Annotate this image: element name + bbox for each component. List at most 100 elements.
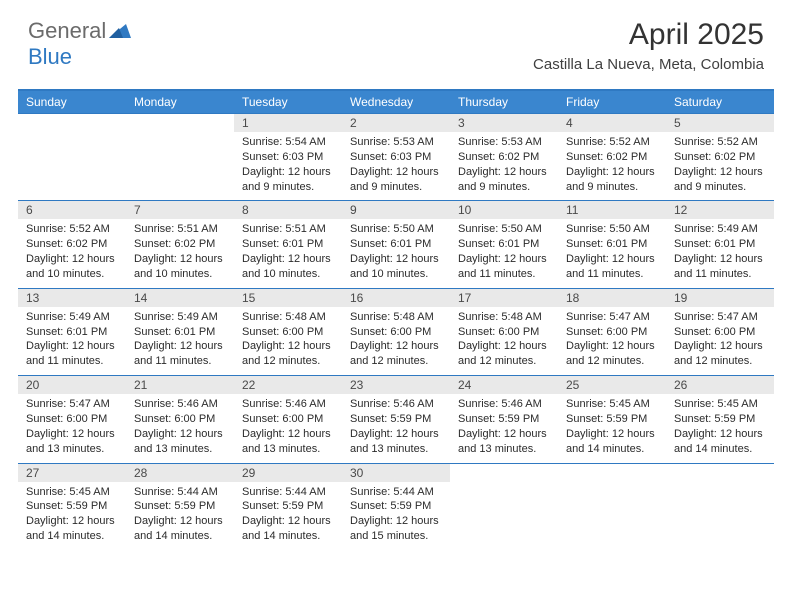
sunset-line: Sunset: 6:01 PM [26, 325, 118, 340]
sunset-line: Sunset: 6:01 PM [458, 237, 550, 252]
day-number: 30 [342, 464, 450, 482]
day-body: Sunrise: 5:47 AMSunset: 6:00 PMDaylight:… [666, 307, 774, 375]
page-title: April 2025 [533, 18, 764, 52]
daylight-line: Daylight: 12 hours and 13 minutes. [26, 427, 118, 457]
sunset-line: Sunset: 5:59 PM [134, 499, 226, 514]
day-body: Sunrise: 5:47 AMSunset: 6:00 PMDaylight:… [558, 307, 666, 375]
dow-cell: Monday [126, 91, 234, 113]
daylight-line: Daylight: 12 hours and 10 minutes. [134, 252, 226, 282]
day-number: 15 [234, 289, 342, 307]
day-cell: 28Sunrise: 5:44 AMSunset: 5:59 PMDayligh… [126, 464, 234, 550]
sunset-line: Sunset: 6:01 PM [350, 237, 442, 252]
logo-blue-wrap: Blue [28, 44, 72, 70]
day-number: 21 [126, 376, 234, 394]
sunrise-line: Sunrise: 5:49 AM [134, 310, 226, 325]
day-number: 22 [234, 376, 342, 394]
sunrise-line: Sunrise: 5:51 AM [242, 222, 334, 237]
sunset-line: Sunset: 6:02 PM [674, 150, 766, 165]
calendar-body: 1Sunrise: 5:54 AMSunset: 6:03 PMDaylight… [18, 113, 774, 550]
sunset-line: Sunset: 6:00 PM [566, 325, 658, 340]
day-number: 20 [18, 376, 126, 394]
daylight-line: Daylight: 12 hours and 12 minutes. [242, 339, 334, 369]
sunrise-line: Sunrise: 5:52 AM [566, 135, 658, 150]
sunrise-line: Sunrise: 5:51 AM [134, 222, 226, 237]
day-number: 11 [558, 201, 666, 219]
day-body: Sunrise: 5:52 AMSunset: 6:02 PMDaylight:… [558, 132, 666, 200]
day-number: 29 [234, 464, 342, 482]
dow-cell: Friday [558, 91, 666, 113]
sunrise-line: Sunrise: 5:44 AM [134, 485, 226, 500]
day-body: Sunrise: 5:47 AMSunset: 6:00 PMDaylight:… [18, 394, 126, 462]
sunrise-line: Sunrise: 5:48 AM [242, 310, 334, 325]
day-body: Sunrise: 5:48 AMSunset: 6:00 PMDaylight:… [342, 307, 450, 375]
daylight-line: Daylight: 12 hours and 11 minutes. [674, 252, 766, 282]
sunrise-line: Sunrise: 5:44 AM [350, 485, 442, 500]
sunset-line: Sunset: 5:59 PM [566, 412, 658, 427]
dow-cell: Thursday [450, 91, 558, 113]
day-body: Sunrise: 5:46 AMSunset: 5:59 PMDaylight:… [342, 394, 450, 462]
day-body: Sunrise: 5:46 AMSunset: 6:00 PMDaylight:… [126, 394, 234, 462]
sunset-line: Sunset: 6:01 PM [242, 237, 334, 252]
day-cell: 17Sunrise: 5:48 AMSunset: 6:00 PMDayligh… [450, 289, 558, 375]
dow-cell: Tuesday [234, 91, 342, 113]
sunset-line: Sunset: 6:00 PM [674, 325, 766, 340]
day-body: Sunrise: 5:46 AMSunset: 6:00 PMDaylight:… [234, 394, 342, 462]
day-body: Sunrise: 5:45 AMSunset: 5:59 PMDaylight:… [18, 482, 126, 550]
sunrise-line: Sunrise: 5:44 AM [242, 485, 334, 500]
daylight-line: Daylight: 12 hours and 11 minutes. [26, 339, 118, 369]
day-cell [18, 114, 126, 200]
daylight-line: Daylight: 12 hours and 10 minutes. [242, 252, 334, 282]
sunset-line: Sunset: 6:01 PM [674, 237, 766, 252]
day-cell: 8Sunrise: 5:51 AMSunset: 6:01 PMDaylight… [234, 201, 342, 287]
location-label: Castilla La Nueva, Meta, Colombia [533, 56, 764, 73]
day-cell: 3Sunrise: 5:53 AMSunset: 6:02 PMDaylight… [450, 114, 558, 200]
day-number: 26 [666, 376, 774, 394]
day-cell: 25Sunrise: 5:45 AMSunset: 5:59 PMDayligh… [558, 376, 666, 462]
sunrise-line: Sunrise: 5:50 AM [566, 222, 658, 237]
day-body: Sunrise: 5:48 AMSunset: 6:00 PMDaylight:… [234, 307, 342, 375]
daylight-line: Daylight: 12 hours and 12 minutes. [350, 339, 442, 369]
logo-text-blue: Blue [28, 44, 72, 69]
day-cell [450, 464, 558, 550]
sunset-line: Sunset: 6:00 PM [134, 412, 226, 427]
week-row: 27Sunrise: 5:45 AMSunset: 5:59 PMDayligh… [18, 463, 774, 550]
day-number: 7 [126, 201, 234, 219]
sunrise-line: Sunrise: 5:45 AM [566, 397, 658, 412]
day-body: Sunrise: 5:50 AMSunset: 6:01 PMDaylight:… [558, 219, 666, 287]
day-body: Sunrise: 5:44 AMSunset: 5:59 PMDaylight:… [234, 482, 342, 550]
day-cell: 18Sunrise: 5:47 AMSunset: 6:00 PMDayligh… [558, 289, 666, 375]
dow-cell: Saturday [666, 91, 774, 113]
day-body: Sunrise: 5:53 AMSunset: 6:03 PMDaylight:… [342, 132, 450, 200]
daylight-line: Daylight: 12 hours and 11 minutes. [566, 252, 658, 282]
day-body: Sunrise: 5:45 AMSunset: 5:59 PMDaylight:… [558, 394, 666, 462]
day-cell: 13Sunrise: 5:49 AMSunset: 6:01 PMDayligh… [18, 289, 126, 375]
daylight-line: Daylight: 12 hours and 9 minutes. [674, 165, 766, 195]
sunset-line: Sunset: 6:00 PM [242, 412, 334, 427]
dow-cell: Sunday [18, 91, 126, 113]
sunset-line: Sunset: 5:59 PM [674, 412, 766, 427]
sunrise-line: Sunrise: 5:49 AM [26, 310, 118, 325]
day-cell: 19Sunrise: 5:47 AMSunset: 6:00 PMDayligh… [666, 289, 774, 375]
day-cell: 2Sunrise: 5:53 AMSunset: 6:03 PMDaylight… [342, 114, 450, 200]
week-row: 20Sunrise: 5:47 AMSunset: 6:00 PMDayligh… [18, 375, 774, 462]
day-number: 12 [666, 201, 774, 219]
sunset-line: Sunset: 6:03 PM [242, 150, 334, 165]
day-body: Sunrise: 5:52 AMSunset: 6:02 PMDaylight:… [666, 132, 774, 200]
sunset-line: Sunset: 6:01 PM [134, 325, 226, 340]
daylight-line: Daylight: 12 hours and 14 minutes. [674, 427, 766, 457]
day-body: Sunrise: 5:49 AMSunset: 6:01 PMDaylight:… [666, 219, 774, 287]
logo: General [28, 18, 133, 44]
daylight-line: Daylight: 12 hours and 11 minutes. [458, 252, 550, 282]
day-body: Sunrise: 5:49 AMSunset: 6:01 PMDaylight:… [18, 307, 126, 375]
sunset-line: Sunset: 6:00 PM [458, 325, 550, 340]
sunrise-line: Sunrise: 5:52 AM [674, 135, 766, 150]
day-cell: 20Sunrise: 5:47 AMSunset: 6:00 PMDayligh… [18, 376, 126, 462]
day-number: 17 [450, 289, 558, 307]
day-number: 18 [558, 289, 666, 307]
logo-triangle-icon [109, 22, 131, 43]
sunset-line: Sunset: 6:02 PM [134, 237, 226, 252]
sunrise-line: Sunrise: 5:45 AM [26, 485, 118, 500]
day-number: 23 [342, 376, 450, 394]
day-number: 14 [126, 289, 234, 307]
day-number: 13 [18, 289, 126, 307]
